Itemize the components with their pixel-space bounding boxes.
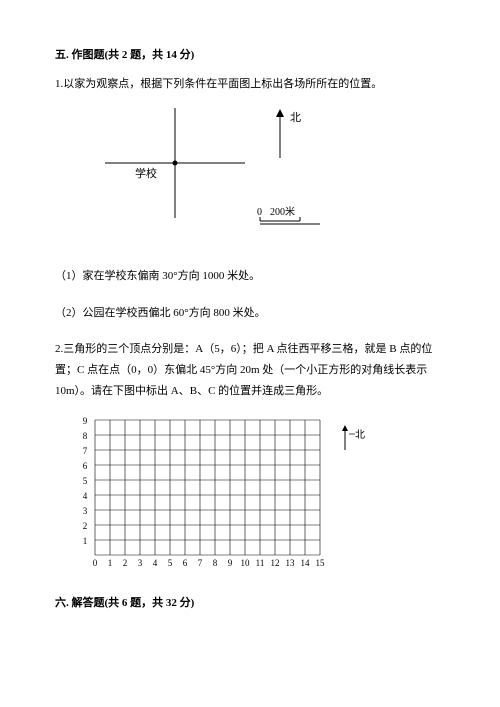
q2-diagram: 1234567890123456789101112131415北 <box>75 410 445 583</box>
svg-text:6: 6 <box>183 558 188 568</box>
svg-text:15: 15 <box>316 558 326 568</box>
svg-text:7: 7 <box>83 446 88 456</box>
section-5-title: 五. 作图题(共 2 题，共 14 分) <box>55 45 445 66</box>
svg-text:4: 4 <box>153 558 158 568</box>
svg-text:北: 北 <box>355 429 365 441</box>
svg-text:2: 2 <box>83 521 88 531</box>
svg-text:0: 0 <box>257 207 262 218</box>
q1-stem: 1.以家为观察点，根据下列条件在平面图上标出各场所所在的位置。 <box>55 74 445 95</box>
svg-text:5: 5 <box>168 558 173 568</box>
svg-text:学校: 学校 <box>135 166 157 180</box>
q1-svg: 学校 北 0 200米 <box>85 103 335 238</box>
svg-text:3: 3 <box>138 558 143 568</box>
svg-text:11: 11 <box>256 558 265 568</box>
svg-text:9: 9 <box>228 558 233 568</box>
q1-diagram: 学校 北 0 200米 <box>85 103 445 246</box>
svg-text:6: 6 <box>83 461 88 471</box>
svg-text:12: 12 <box>271 558 280 568</box>
svg-text:0: 0 <box>93 558 98 568</box>
section-6-title: 六. 解答题(共 6 题，共 32 分) <box>55 593 445 614</box>
q1-part2: （2）公园在学校西偏北 60°方向 800 米处。 <box>55 303 445 324</box>
svg-text:13: 13 <box>286 558 296 568</box>
svg-text:14: 14 <box>301 558 311 568</box>
svg-text:5: 5 <box>83 476 88 486</box>
q2-stem: 2.三角形的三个顶点分别是：A（5，6）；把 A 点往西平移三格，就是 B 点的… <box>55 339 445 402</box>
svg-text:4: 4 <box>83 491 88 501</box>
svg-text:2: 2 <box>123 558 128 568</box>
svg-text:8: 8 <box>83 431 88 441</box>
svg-text:7: 7 <box>198 558 203 568</box>
svg-text:9: 9 <box>83 416 88 426</box>
svg-text:北: 北 <box>290 111 301 124</box>
q1-part1: （1）家在学校东偏南 30°方向 1000 米处。 <box>55 266 445 287</box>
svg-text:1: 1 <box>83 536 88 546</box>
svg-text:8: 8 <box>213 558 218 568</box>
svg-text:1: 1 <box>108 558 113 568</box>
q2-svg: 1234567890123456789101112131415北 <box>75 410 375 575</box>
svg-text:10: 10 <box>241 558 251 568</box>
svg-text:3: 3 <box>83 506 88 516</box>
svg-text:200米: 200米 <box>270 205 295 218</box>
